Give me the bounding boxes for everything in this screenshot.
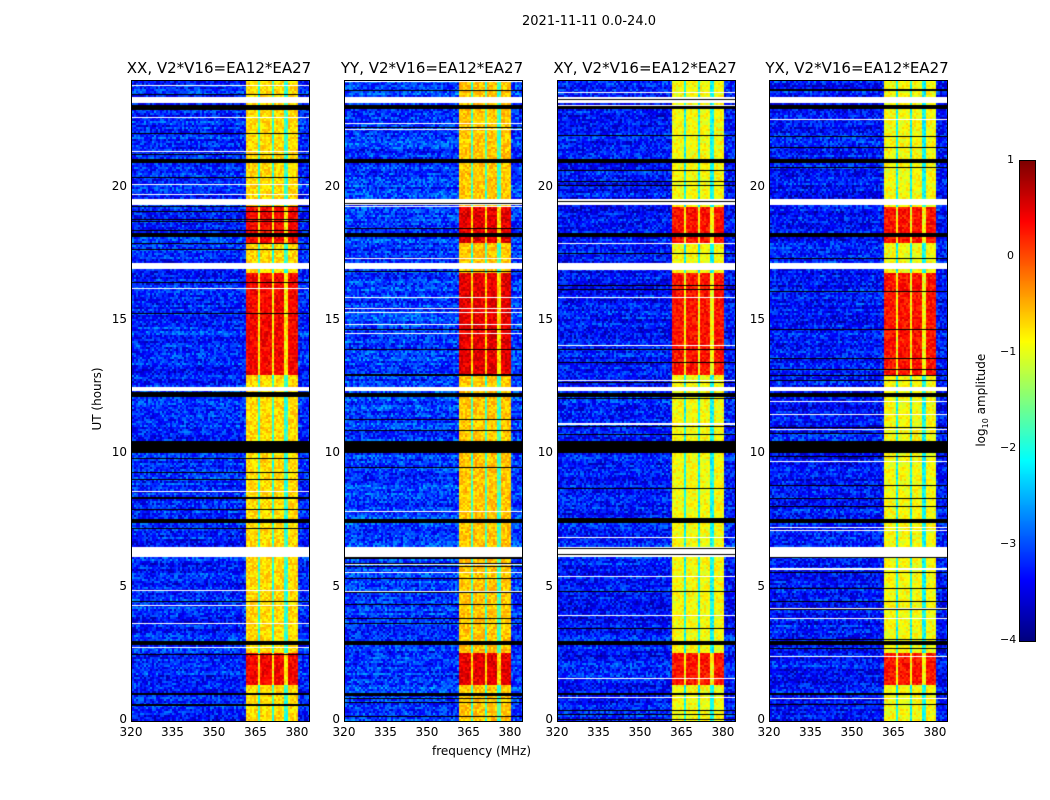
figure-title: 2021-11-11 0.0-24.0 xyxy=(522,14,656,29)
x-tick-label: 365 xyxy=(882,725,905,739)
y-tick-label: 10 xyxy=(324,445,340,460)
spectrogram-heatmap xyxy=(558,81,735,721)
spectrogram-panel xyxy=(557,80,736,722)
colorbar-gradient xyxy=(1020,161,1035,641)
colorbar xyxy=(1019,160,1036,642)
x-tick-label: 335 xyxy=(587,725,610,739)
y-tick-label: 15 xyxy=(324,312,340,326)
y-axis-label: UT (hours) xyxy=(90,367,104,431)
y-tick-label: 10 xyxy=(749,445,765,460)
x-tick-label: 350 xyxy=(202,725,226,739)
y-tick-label: 5 xyxy=(757,578,765,593)
x-tick-label: 365 xyxy=(244,725,267,739)
colorbar-label-rest: amplitude xyxy=(973,353,988,419)
y-tick-label: 5 xyxy=(332,578,340,593)
panel-title: YY, V2*V16=EA12*EA27 xyxy=(340,59,524,77)
spectrogram-panel xyxy=(344,80,523,722)
x-tick-label: 350 xyxy=(628,725,652,739)
x-tick-label: 380 xyxy=(923,725,947,739)
y-tick-label: 20 xyxy=(324,178,340,193)
x-tick-label: 380 xyxy=(711,725,735,739)
y-tick-label: 0 xyxy=(545,712,553,726)
panel-title: XX, V2*V16=EA12*EA27 xyxy=(126,59,312,77)
spectrogram-heatmap xyxy=(345,81,522,721)
y-tick-label: 15 xyxy=(537,312,553,326)
colorbar-tick-label: 0 xyxy=(1007,249,1014,262)
y-tick-label: 15 xyxy=(749,312,765,326)
x-tick-label: 365 xyxy=(670,725,693,739)
spectrogram-panel xyxy=(131,80,310,722)
y-tick-label: 0 xyxy=(332,712,340,726)
colorbar-label-sub: 10 xyxy=(981,418,991,429)
spectrogram-heatmap xyxy=(132,81,309,721)
colorbar-tick-label: −1 xyxy=(1000,345,1017,358)
x-axis-label: frequency (MHz) xyxy=(432,744,532,758)
colorbar-tick-label: −2 xyxy=(1000,441,1017,454)
x-tick-label: 320 xyxy=(119,725,143,739)
x-tick-label: 380 xyxy=(498,725,522,739)
colorbar-tick-label: −4 xyxy=(1000,633,1017,646)
x-tick-label: 380 xyxy=(285,725,309,739)
panel-title: XY, V2*V16=EA12*EA27 xyxy=(553,59,737,77)
x-tick-label: 335 xyxy=(374,725,397,739)
x-tick-label: 350 xyxy=(415,725,439,739)
colorbar-tick-label: −3 xyxy=(1000,537,1017,550)
colorbar-label-main: log xyxy=(973,428,988,447)
y-tick-label: 20 xyxy=(537,178,553,193)
x-tick-label: 320 xyxy=(332,725,356,739)
x-tick-label: 350 xyxy=(840,725,864,739)
y-tick-label: 5 xyxy=(545,578,553,593)
y-tick-label: 0 xyxy=(119,712,127,726)
x-tick-label: 320 xyxy=(545,725,569,739)
y-tick-label: 5 xyxy=(119,578,127,593)
y-tick-label: 20 xyxy=(749,178,765,193)
colorbar-label: log10 amplitude xyxy=(974,350,990,450)
spectrogram-heatmap xyxy=(770,81,947,721)
spectrogram-panel xyxy=(769,80,948,722)
y-tick-label: 15 xyxy=(111,312,127,326)
colorbar-tick-label: 1 xyxy=(1007,153,1014,166)
y-tick-label: 0 xyxy=(757,712,765,726)
x-tick-label: 320 xyxy=(757,725,781,739)
x-tick-label: 335 xyxy=(161,725,184,739)
y-tick-label: 10 xyxy=(537,445,553,460)
x-tick-label: 335 xyxy=(799,725,822,739)
y-tick-label: 20 xyxy=(111,178,127,193)
y-tick-label: 10 xyxy=(111,445,127,460)
x-tick-label: 365 xyxy=(457,725,480,739)
panel-title: YX, V2*V16=EA12*EA27 xyxy=(765,59,949,77)
